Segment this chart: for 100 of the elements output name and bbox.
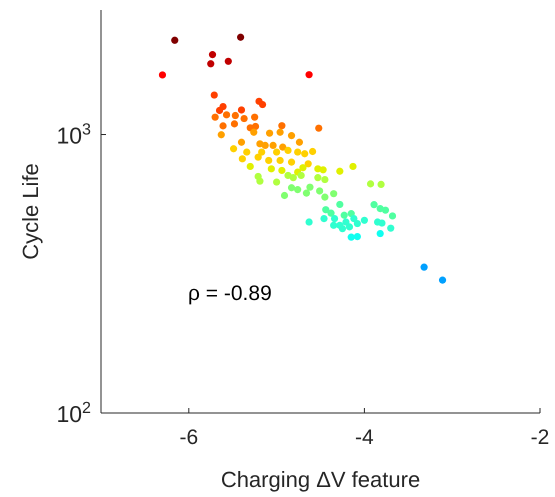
point (378, 219, 386, 227)
point (354, 232, 361, 240)
point (438, 276, 446, 284)
point (338, 225, 346, 232)
point (212, 114, 219, 121)
point (298, 172, 305, 180)
point (320, 166, 327, 174)
point (288, 158, 296, 166)
point (208, 51, 216, 58)
point (243, 148, 250, 156)
x-tick-label: -4 (355, 426, 374, 449)
point (207, 60, 214, 68)
x-tick-label: -2 (530, 426, 550, 449)
point (348, 234, 355, 241)
point (278, 122, 286, 130)
point (294, 148, 302, 156)
point (350, 214, 358, 222)
point (238, 138, 246, 146)
point (273, 148, 280, 156)
point (366, 180, 374, 188)
point (322, 206, 330, 214)
point (224, 58, 232, 65)
y-tick-label: 10$^{2}$ (56, 399, 92, 427)
point (306, 184, 314, 191)
point (296, 138, 304, 146)
point (269, 142, 277, 149)
point (330, 190, 338, 198)
point (238, 155, 246, 162)
point (219, 122, 227, 130)
point (284, 146, 292, 154)
point (336, 200, 344, 208)
x-tick-label: -6 (179, 426, 198, 449)
point (377, 180, 385, 188)
point (230, 145, 238, 152)
point (276, 156, 284, 164)
point (420, 264, 428, 271)
point (265, 156, 272, 164)
point (258, 148, 266, 156)
point (299, 164, 307, 172)
point (216, 106, 224, 114)
point (376, 230, 384, 238)
x-axis-title: Charging ΔV feature (220, 467, 420, 492)
point (273, 178, 280, 186)
point (340, 212, 348, 219)
point (302, 190, 310, 197)
point (256, 178, 264, 185)
point (251, 114, 258, 121)
point (388, 212, 396, 220)
point (280, 192, 288, 200)
annotation: ρ = -0.89 (188, 282, 272, 305)
y-tick-label: 10$^{3}$ (56, 120, 92, 149)
point (382, 206, 390, 214)
point (327, 210, 335, 217)
point (284, 172, 292, 180)
point (330, 222, 338, 229)
y-axis-title: Cycle Life (18, 163, 43, 260)
point (240, 114, 248, 122)
point (370, 201, 378, 208)
point (171, 36, 178, 44)
point (330, 214, 338, 222)
point (354, 220, 361, 228)
point (278, 166, 286, 174)
point (158, 71, 166, 79)
point (314, 174, 322, 182)
point (230, 120, 238, 128)
point (321, 176, 328, 184)
point (346, 223, 354, 230)
point (258, 100, 266, 108)
point (294, 186, 302, 194)
point (254, 154, 262, 161)
point (360, 216, 368, 224)
point (301, 150, 308, 158)
point (305, 218, 313, 226)
point (321, 194, 328, 201)
point (336, 168, 344, 175)
point (266, 130, 274, 137)
point (238, 106, 246, 114)
point (304, 160, 312, 168)
point (250, 128, 258, 136)
point (316, 187, 324, 195)
point (288, 132, 296, 140)
point (210, 91, 218, 99)
point (349, 162, 357, 170)
point (320, 214, 328, 222)
point (288, 184, 296, 192)
point (305, 71, 313, 78)
point (387, 224, 394, 232)
point (246, 162, 254, 170)
point (222, 111, 230, 118)
point (290, 174, 297, 182)
point (262, 142, 269, 149)
point (218, 131, 225, 138)
point (252, 122, 260, 130)
point (315, 124, 322, 132)
point (279, 144, 286, 151)
point (309, 148, 316, 156)
point (342, 218, 350, 226)
point (276, 128, 284, 136)
point (237, 34, 244, 41)
point (232, 112, 239, 120)
